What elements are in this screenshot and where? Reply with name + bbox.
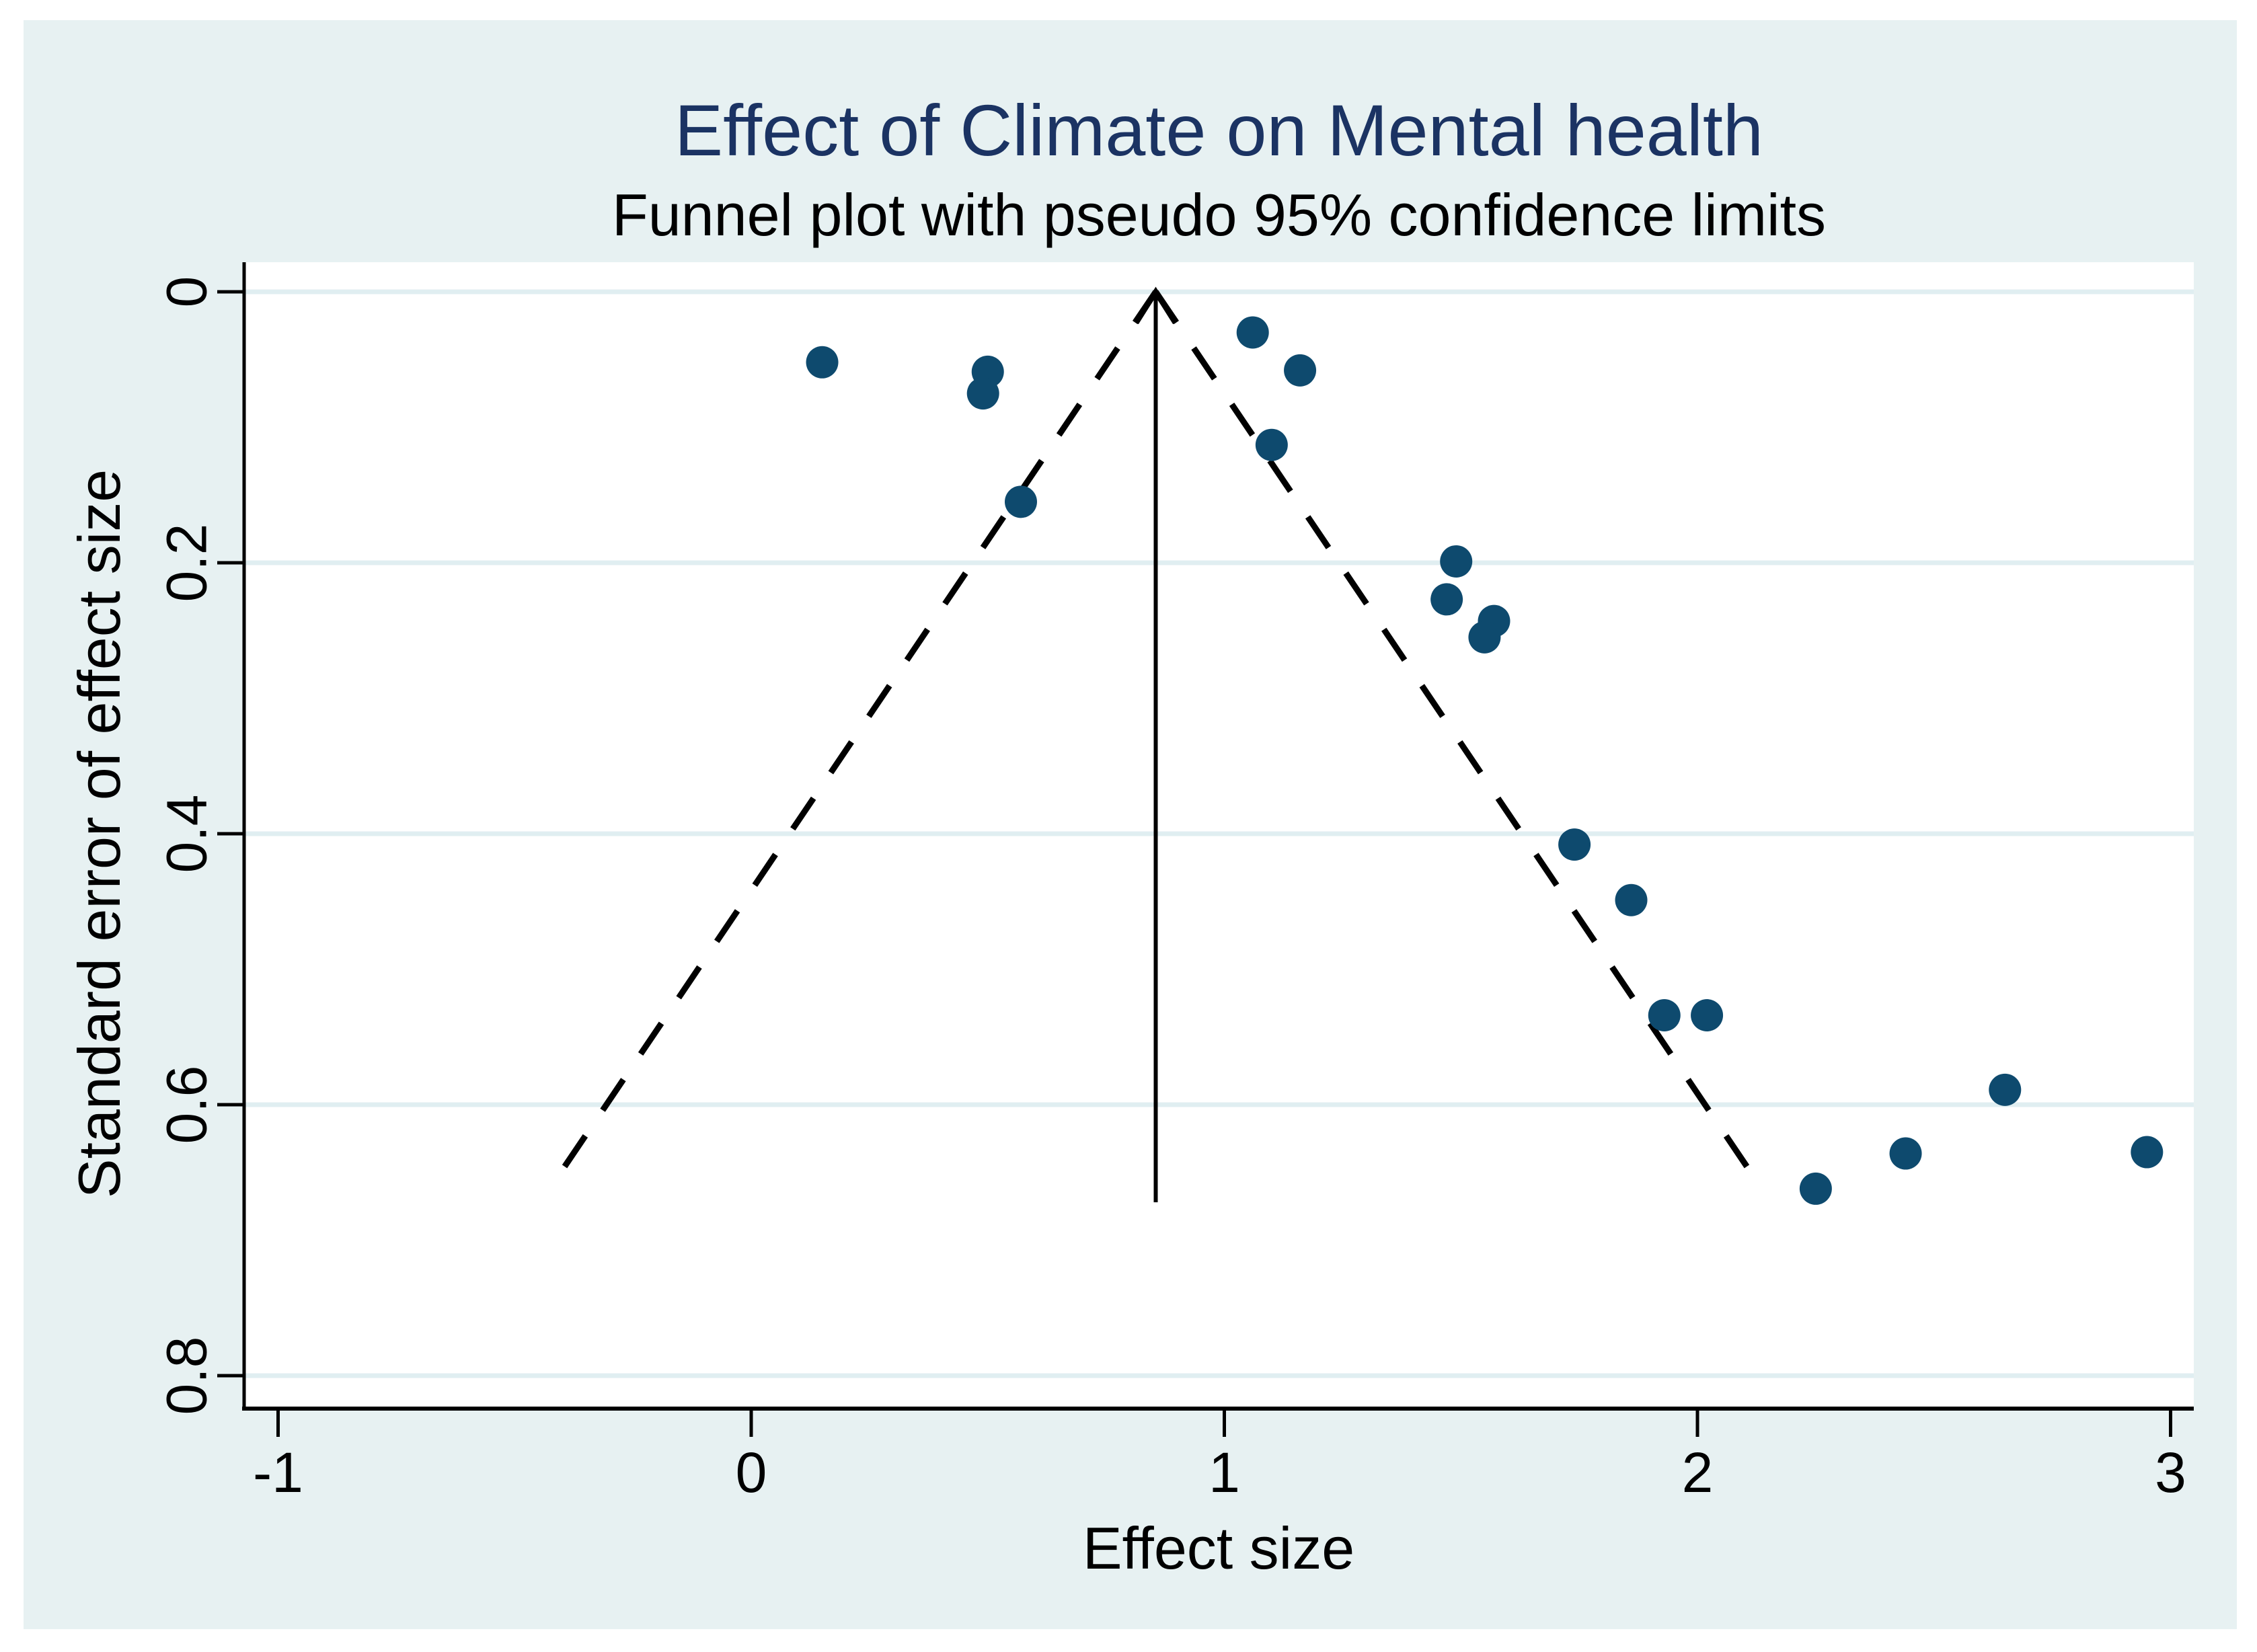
x-tick-label: 0: [735, 1441, 767, 1504]
data-point: [1615, 883, 1648, 916]
y-tick-label: 0: [155, 276, 219, 308]
data-point: [1989, 1073, 2022, 1106]
y-tick-label: 0.8: [155, 1336, 219, 1415]
data-point: [1889, 1137, 1922, 1170]
x-axis-title: Effect size: [1082, 1515, 1355, 1581]
data-point: [1004, 485, 1037, 518]
data-point: [2131, 1136, 2164, 1169]
y-tick-label: 0.6: [155, 1065, 219, 1144]
funnel-left-dashed-line: [546, 290, 1159, 1192]
x-tick-label: 3: [2155, 1441, 2186, 1504]
data-point: [1255, 428, 1288, 461]
y-tick-label: 0.2: [155, 523, 219, 602]
data-point: [966, 377, 999, 410]
data-point: [806, 346, 839, 379]
y-tick-label: 0.4: [155, 794, 219, 873]
arrow-up-icon: [1134, 286, 1178, 325]
data-point: [1799, 1172, 1832, 1205]
funnel-right-dashed-line: [1153, 290, 1765, 1192]
x-tick-label: -1: [253, 1441, 303, 1504]
chart-subtitle: Funnel plot with pseudo 95% confidence l…: [611, 182, 1827, 248]
data-point: [1691, 999, 1724, 1032]
data-point: [1558, 828, 1591, 861]
chart-title: Effect of Climate on Mental health: [675, 89, 1763, 171]
data-point: [1440, 545, 1473, 578]
y-axis-title: Standard error of effect size: [66, 469, 132, 1199]
data-point: [1468, 621, 1501, 654]
data-point: [1648, 999, 1681, 1032]
data-point: [1236, 316, 1269, 349]
data-point: [1284, 354, 1317, 387]
x-tick-label: 2: [1681, 1441, 1714, 1504]
data-point: [1430, 583, 1463, 616]
x-tick-label: 1: [1209, 1441, 1240, 1504]
